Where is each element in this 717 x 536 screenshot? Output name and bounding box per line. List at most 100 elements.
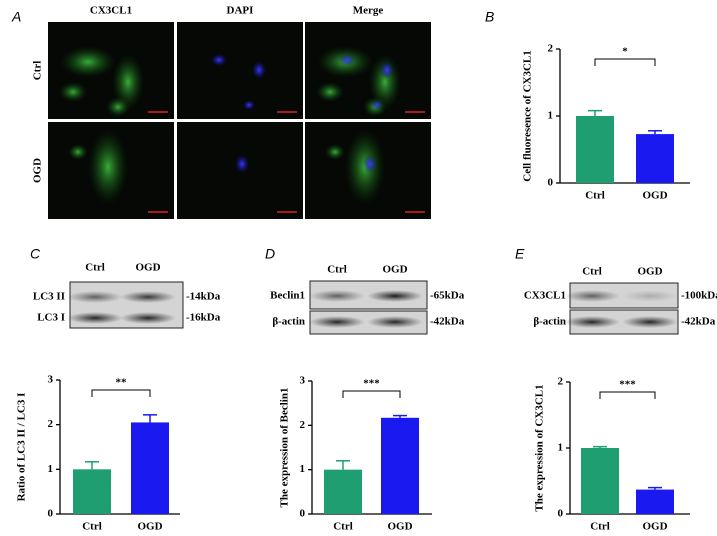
y-tick-label: 0: [548, 177, 554, 189]
column-label: DAPI: [227, 5, 254, 17]
micrograph: [177, 22, 303, 119]
cell-signal: [316, 82, 344, 102]
band-label: CX3CL1: [524, 290, 566, 302]
y-tick-label: 0: [558, 508, 564, 520]
panel-letter: E: [515, 246, 525, 262]
cell-signal: [68, 144, 88, 160]
y-tick-label: 3: [300, 375, 306, 387]
x-tick-label: OGD: [387, 521, 412, 533]
nucleus: [252, 61, 266, 79]
band-label: LC3 I: [37, 312, 65, 324]
lane-label: OGD: [135, 262, 160, 274]
y-tick-label: 2: [300, 419, 306, 431]
bar: [381, 417, 419, 514]
lane-label: Ctrl: [327, 264, 347, 276]
bar: [636, 489, 674, 514]
x-tick-label: Ctrl: [590, 521, 610, 533]
panel-letter: D: [265, 246, 275, 262]
y-tick-label: 0: [300, 508, 306, 520]
band: [367, 316, 423, 328]
significance-bracket: [91, 389, 151, 397]
bar: [636, 134, 674, 183]
x-tick-label: OGD: [642, 521, 667, 533]
nucleus: [235, 155, 249, 173]
column-label: Merge: [353, 5, 384, 17]
band-label: β-actin: [272, 316, 305, 328]
band-size: -16kDa: [186, 312, 221, 324]
row-label: Ctrl: [32, 61, 44, 81]
y-tick-label: 1: [548, 110, 554, 122]
band: [622, 316, 678, 328]
significance-bracket: [599, 391, 656, 399]
y-tick-label: 1: [48, 463, 54, 475]
lane-label: Ctrl: [85, 262, 105, 274]
band: [67, 312, 123, 324]
band: [120, 312, 176, 324]
band: [622, 290, 678, 302]
significance-label: **: [116, 377, 128, 389]
significance-bracket: [342, 390, 401, 398]
cell-signal: [88, 129, 128, 205]
bar: [581, 448, 619, 514]
y-axis-label: The expression of Beclin1: [279, 388, 291, 508]
y-tick-label: 0: [48, 508, 54, 520]
x-tick-label: Ctrl: [82, 521, 102, 533]
band: [309, 316, 365, 328]
y-tick-label: 1: [300, 463, 306, 475]
cell-signal: [60, 46, 116, 78]
x-tick-label: OGD: [137, 521, 162, 533]
band-size: -42kDa: [681, 316, 716, 328]
y-tick-label: 1: [558, 442, 564, 454]
y-axis-label: The expression of CX3CL1: [534, 384, 546, 511]
y-tick-label: 2: [558, 376, 564, 388]
column-label: CX3CL1: [90, 5, 132, 17]
x-tick-label: Ctrl: [333, 521, 353, 533]
bar: [576, 116, 614, 183]
x-tick-label: OGD: [642, 190, 667, 202]
lane-label: OGD: [382, 264, 407, 276]
panel-letter: B: [485, 9, 494, 25]
panel-letter: C: [30, 246, 41, 262]
bar: [324, 469, 362, 514]
cell-signal: [112, 54, 144, 110]
band-label: LC3 II: [33, 291, 65, 303]
x-tick-label: Ctrl: [585, 190, 605, 202]
band-label: β-actin: [533, 316, 566, 328]
panel-letter: A: [11, 9, 21, 25]
significance-label: ***: [363, 378, 380, 390]
band: [120, 291, 176, 303]
nucleus: [380, 61, 394, 79]
band: [564, 290, 620, 302]
band: [67, 291, 123, 303]
band-size: -42kDa: [430, 316, 465, 328]
lane-label: OGD: [637, 266, 662, 278]
band-label: Beclin1: [270, 290, 305, 302]
band: [564, 316, 620, 328]
y-tick-label: 2: [48, 418, 54, 430]
bar: [73, 469, 111, 514]
nucleus: [371, 100, 383, 110]
significance-label: ***: [619, 379, 636, 391]
row-label: OGD: [32, 158, 44, 183]
y-axis-label: Ratio of LC3 II / LC3 I: [16, 393, 28, 502]
nucleus: [339, 54, 355, 66]
cell-signal: [106, 97, 130, 117]
significance-bracket: [594, 58, 656, 66]
nucleus: [243, 100, 255, 110]
band-size: -65kDa: [430, 290, 465, 302]
significance-label: *: [622, 46, 628, 58]
band: [309, 290, 365, 302]
cell-signal: [59, 82, 87, 102]
y-axis-label: Cell fluoresence of CX3CL1: [522, 50, 534, 181]
cell-signal: [325, 144, 345, 160]
bar: [131, 422, 169, 514]
nucleus: [363, 155, 377, 173]
y-tick-label: 3: [48, 374, 54, 386]
band: [367, 290, 423, 302]
band-size: -100kDa: [681, 290, 717, 302]
band-size: -14kDa: [186, 291, 221, 303]
nucleus: [211, 54, 227, 66]
y-tick-label: 2: [548, 43, 554, 55]
lane-label: Ctrl: [582, 266, 602, 278]
